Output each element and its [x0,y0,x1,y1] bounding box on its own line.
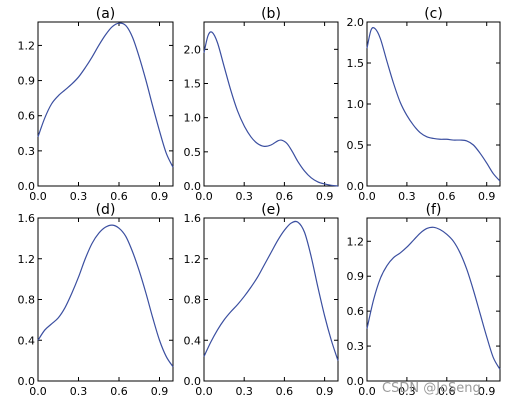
y-tick-label: 0.0 [184,375,202,388]
x-tick-label: 0.3 [70,385,88,398]
x-tick-label: 0.6 [276,385,294,398]
y-tick-label: 0.5 [184,146,202,159]
x-tick-label: 0.3 [235,385,253,398]
axes-frame [366,21,501,187]
x-tick-label: 0.9 [316,385,334,398]
subplot: (e) 0.0 0.3 0.6 0.9 0.0 0.4 0.8 1.2 1.6 [184,202,339,398]
y-tick-label: 1.2 [184,253,202,266]
y-tick-label: 0.3 [347,340,365,353]
axes-frame [37,217,174,382]
y-tick-label: 1.6 [184,212,202,225]
x-tick-label: 0.0 [29,385,47,398]
y-tick-label: 0.0 [18,180,36,193]
x-tick-label: 0.9 [478,385,496,398]
x-tick-label: 0.9 [478,190,496,203]
y-tick-label: 0.0 [18,375,36,388]
y-tick-label: 1.2 [18,253,36,266]
y-tick-label: 0.6 [347,305,365,318]
y-tick-label: 1.2 [18,39,36,52]
series-line [366,27,501,182]
x-tick-label: 0.6 [110,385,128,398]
x-tick-label: 0.6 [438,190,456,203]
y-tick-label: 0.8 [18,294,36,307]
subplot: (f) 0.0 0.3 0.6 0.9 0.0 0.3 0.6 0.9 1.2 [347,202,501,398]
y-tick-label: 2.0 [184,43,202,56]
subplot-title: (f) [426,202,442,218]
series-line [203,220,339,361]
subplot: (b) 0.0 0.3 0.6 0.9 0.0 0.5 1.0 1.5 2.0 [184,6,339,203]
x-tick-label: 0.3 [398,385,416,398]
x-tick-label: 0.6 [438,385,456,398]
y-tick-label: 0.0 [347,180,365,193]
x-tick-label: 0.9 [151,190,169,203]
x-tick-label: 0.0 [358,190,376,203]
subplot-title: (c) [424,6,443,22]
series-line [203,31,339,187]
y-tick-label: 2.0 [347,16,365,29]
subplot-title: (a) [96,6,116,22]
y-tick-label: 1.5 [347,57,365,70]
subplot: (d) 0.0 0.3 0.6 0.9 0.0 0.4 0.8 1.2 1.6 [18,202,174,398]
y-tick-label: 1.5 [184,78,202,91]
axes-frame [203,21,339,187]
series-line [366,226,501,370]
y-tick-label: 0.9 [347,270,365,283]
y-tick-label: 0.4 [184,334,202,347]
y-tick-label: 0.3 [18,145,36,158]
x-tick-label: 0.9 [316,190,334,203]
series-line [37,224,174,368]
axes-frame [366,217,501,382]
x-tick-label: 0.6 [276,190,294,203]
y-tick-label: 1.0 [347,98,365,111]
subplot-title: (b) [261,6,281,22]
y-tick-label: 0.0 [347,375,365,388]
watermark: CSDN @JoSeng [382,381,481,396]
subplot: (a) 0.0 0.3 0.6 0.9 0.0 0.3 0.6 0.9 1.2 [18,6,174,203]
x-tick-label: 0.6 [110,190,128,203]
y-tick-label: 0.5 [347,139,365,152]
x-tick-label: 0.3 [70,190,88,203]
x-tick-label: 0.3 [235,190,253,203]
x-tick-label: 0.9 [151,385,169,398]
subplot-title: (e) [261,202,281,218]
y-tick-label: 0.6 [18,110,36,123]
y-tick-label: 0.4 [18,334,36,347]
subplot-title: (d) [96,202,116,218]
axes-frame [37,21,174,187]
x-tick-label: 0.0 [358,385,376,398]
x-tick-label: 0.0 [29,190,47,203]
series-line [37,22,174,168]
x-tick-label: 0.0 [195,190,213,203]
subplot: (c) 0.0 0.3 0.6 0.9 0.0 0.5 1.0 1.5 2.0 [347,6,501,203]
y-tick-label: 1.6 [18,212,36,225]
x-tick-label: 0.3 [398,190,416,203]
y-tick-label: 0.0 [184,180,202,193]
x-tick-label: 0.0 [195,385,213,398]
y-tick-label: 0.9 [18,75,36,88]
y-tick-label: 1.0 [184,112,202,125]
y-tick-label: 0.8 [184,294,202,307]
y-tick-label: 1.2 [347,235,365,248]
axes-frame [203,217,339,382]
